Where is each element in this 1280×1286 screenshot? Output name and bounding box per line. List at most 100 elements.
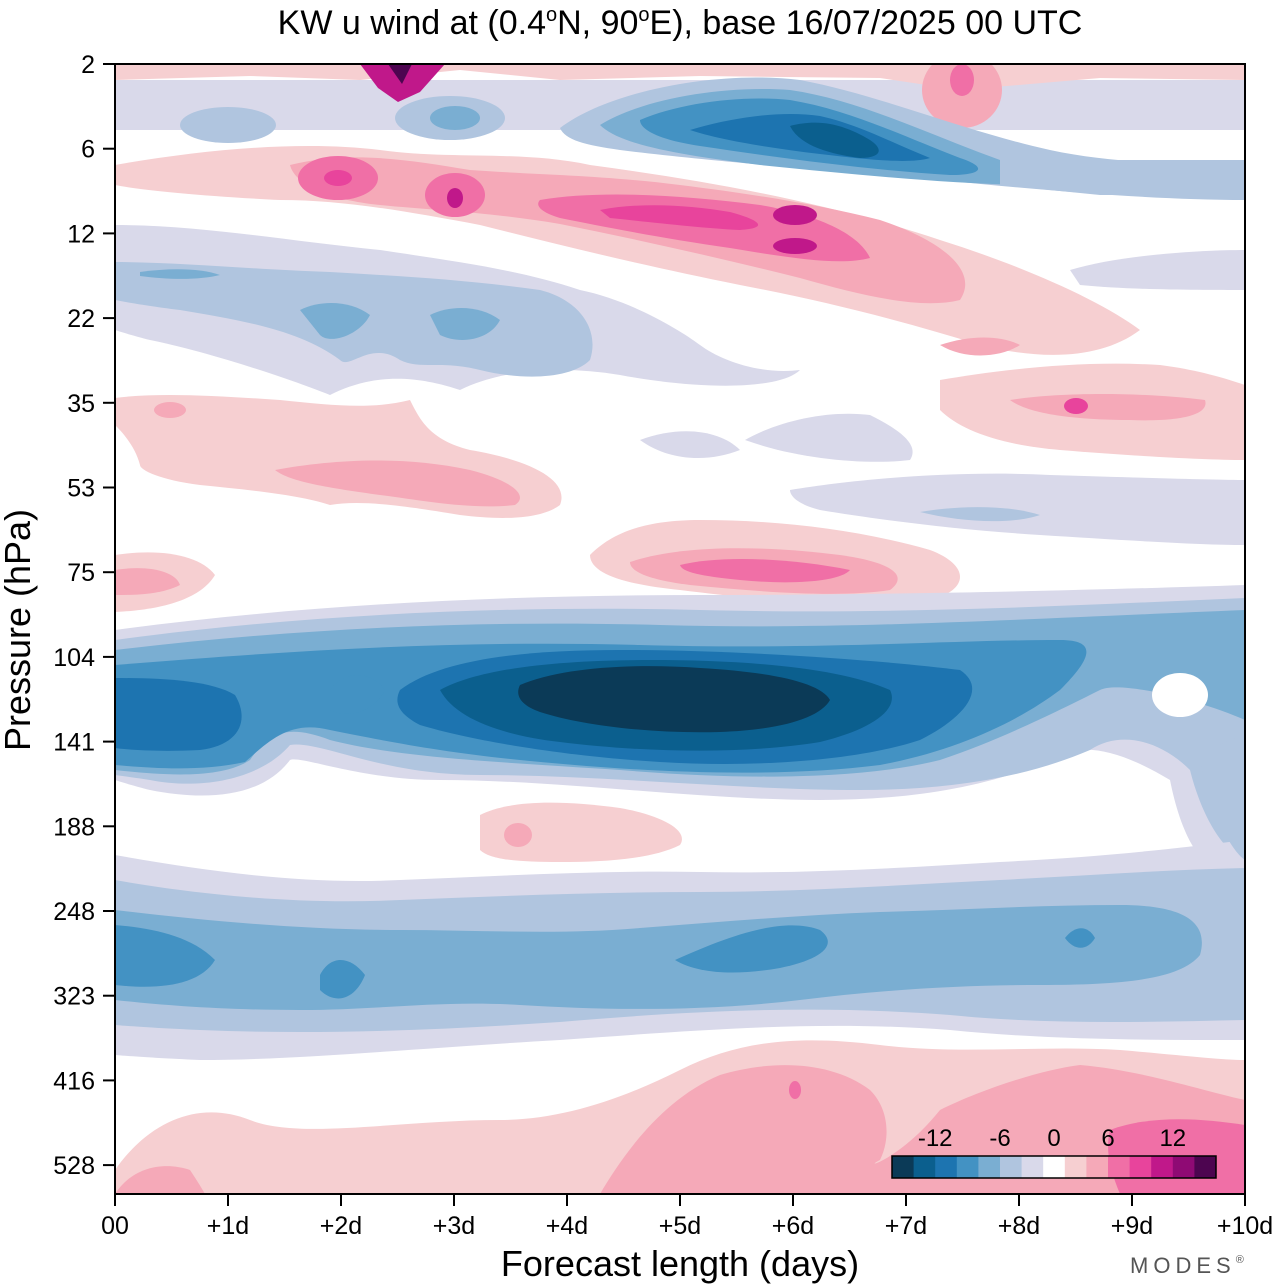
y-axis: 2 6 12 22 35 53 75 104 141 188 248 323 416 528 xyxy=(53,51,115,1180)
easterly-core-lev5 xyxy=(115,678,242,751)
y-tick-label: 53 xyxy=(67,475,95,503)
colorbar-swatch xyxy=(1151,1156,1174,1178)
x-tick-label: +7d xyxy=(885,1212,927,1240)
easterly-core-left-patch xyxy=(330,675,385,714)
colorbar-swatch xyxy=(978,1156,1001,1178)
y-tick-label: 2 xyxy=(81,51,95,79)
x-axis-label: Forecast length (days) xyxy=(501,1243,859,1284)
colorbar-swatch xyxy=(1043,1156,1066,1178)
easterly-band-12-35-strip xyxy=(140,269,220,279)
westerly-22-53-right-mid xyxy=(1010,394,1206,421)
chart-title: KW u wind at (0.4oN, 90oE), base 16/07/2… xyxy=(278,4,1083,42)
y-tick-label: 12 xyxy=(67,220,95,248)
y-tick-label: 35 xyxy=(67,390,95,418)
easterly-lower-lev4-left xyxy=(320,960,365,999)
easterly-right-strip xyxy=(1070,250,1245,290)
easterly-hole-right xyxy=(1152,673,1208,717)
title-mid: N, 90 xyxy=(557,4,638,42)
x-tick-label: +3d xyxy=(433,1212,475,1240)
westerly-patch-mid-core xyxy=(447,188,463,208)
patch-westerly-max-top-core xyxy=(388,64,412,84)
colorbar-swatch xyxy=(913,1156,936,1178)
colorbar-tick-label: -6 xyxy=(989,1125,1010,1152)
colorbar-swatch xyxy=(1108,1156,1131,1178)
easterly-lower-lev4-mid xyxy=(675,925,828,973)
easterly-core-lev7 xyxy=(518,666,830,733)
easterly-53-right-band xyxy=(790,473,1245,545)
colorbar-swatch xyxy=(1000,1156,1023,1178)
x-tick-label: +10d xyxy=(1217,1212,1273,1240)
colorbar-frame xyxy=(891,1155,1217,1179)
y-tick-label: 248 xyxy=(53,898,95,926)
logo-mark: ® xyxy=(1236,1254,1244,1266)
x-tick-label: +9d xyxy=(1111,1212,1153,1240)
easterly-35-53-right xyxy=(745,413,913,462)
westerly-patch-left-core xyxy=(324,170,352,186)
westerly-35-53-left-mid xyxy=(275,460,520,507)
westerly-188-core xyxy=(504,823,532,847)
colorbar-tick-label: 12 xyxy=(1159,1125,1186,1152)
colorbar-swatch xyxy=(892,1156,915,1178)
easterly-right-edge xyxy=(1200,735,1245,860)
easterly-band-12-35-inner-2 xyxy=(430,308,500,340)
colorbar-swatch xyxy=(1064,1156,1087,1178)
colorbar: -12 -6 0 6 12 xyxy=(891,1125,1217,1179)
patch-easterly-small-1 xyxy=(180,107,276,143)
colorbar-swatch xyxy=(935,1156,958,1178)
colorbar-swatch xyxy=(956,1156,979,1178)
westerly-22-53-right-core xyxy=(1064,398,1088,414)
y-tick-label: 75 xyxy=(67,559,95,587)
y-tick-label: 104 xyxy=(53,644,95,672)
title-prefix: KW u wind at (0.4 xyxy=(278,4,546,42)
westerly-35-left-dot xyxy=(154,402,186,418)
plot-area xyxy=(115,64,1245,1194)
easterly-band-12-35-inner xyxy=(300,303,370,339)
modes-logo: MODES® xyxy=(1130,1253,1244,1278)
colorbar-swatch xyxy=(1021,1156,1044,1178)
colorbar-swatch xyxy=(1194,1156,1217,1178)
easterly-lower-lev3 xyxy=(115,905,1202,1010)
y-tick-label: 188 xyxy=(53,813,95,841)
colorbar-tick-label: 0 xyxy=(1047,1125,1060,1152)
x-tick-label: +4d xyxy=(546,1212,588,1240)
x-tick-label: 00 xyxy=(101,1212,129,1240)
y-tick-label: 6 xyxy=(81,136,95,164)
colorbar-tick-label: -12 xyxy=(918,1125,953,1152)
y-tick-label: 141 xyxy=(53,729,95,757)
colorbar-swatch xyxy=(1086,1156,1109,1178)
y-tick-label: 22 xyxy=(67,305,95,333)
y-tick-label: 528 xyxy=(53,1152,95,1180)
westerly-core-dot-2 xyxy=(773,238,817,254)
westerly-22-35-patch xyxy=(940,337,1020,356)
title-degree-1: o xyxy=(546,4,557,26)
westerly-lower-left-mid xyxy=(115,1166,205,1194)
title-degree-2: o xyxy=(638,4,649,26)
y-tick-label: 416 xyxy=(53,1067,95,1095)
upper-jet-deep-core xyxy=(790,122,879,158)
x-axis: 00 +1d +2d +3d +4d +5d +6d +7d +8d +9d +10d xyxy=(101,1194,1273,1240)
westerly-core-dot-1 xyxy=(773,205,817,225)
easterly-lower-lev4-right xyxy=(1065,928,1095,948)
title-suffix: E), base 16/07/2025 00 UTC xyxy=(650,4,1083,42)
colorbar-swatch xyxy=(1129,1156,1152,1178)
y-axis-label: Pressure (hPa) xyxy=(0,509,38,751)
patch-westerly-top-right-core xyxy=(950,64,974,96)
easterly-lower-left-edge xyxy=(115,925,215,987)
westerly-75-inner xyxy=(680,558,850,583)
westerly-band-core xyxy=(600,205,759,230)
easterly-35-53-mid xyxy=(640,431,740,459)
easterly-53-right-core xyxy=(920,507,1040,522)
x-tick-label: +2d xyxy=(320,1212,362,1240)
upper-easterly-tail xyxy=(1000,160,1245,195)
westerly-75-left-core xyxy=(115,568,180,595)
westerly-lower-dot xyxy=(789,1081,801,1099)
x-tick-label: +5d xyxy=(659,1212,701,1240)
westerly-188-outer xyxy=(480,802,682,862)
colorbar-swatch xyxy=(1172,1156,1195,1178)
patch-easterly-small-2-core xyxy=(430,106,480,130)
logo-text: MODES xyxy=(1130,1253,1236,1278)
colorbar-tick-label: 6 xyxy=(1101,1125,1114,1152)
x-tick-label: +8d xyxy=(998,1212,1040,1240)
x-tick-label: +6d xyxy=(772,1212,814,1240)
